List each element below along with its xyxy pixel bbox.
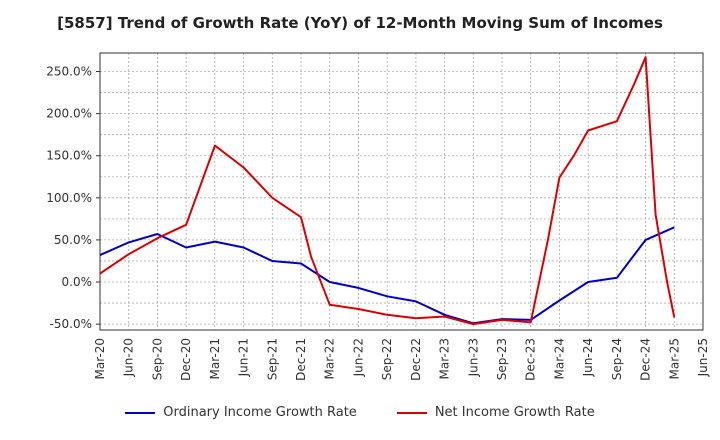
x-tick-label: Sep-22	[380, 338, 394, 380]
series-line-ordinary	[99, 226, 675, 325]
x-tick-label: Dec-22	[409, 338, 423, 381]
x-tick-label: Dec-21	[294, 338, 308, 381]
x-tick-label: Sep-23	[495, 338, 509, 380]
series-line-net	[99, 56, 676, 326]
legend-label-net: Net Income Growth Rate	[434, 405, 595, 420]
x-tick-label: Jun-24	[581, 338, 595, 377]
x-tick-label: Jun-25	[696, 338, 710, 377]
x-tick-label: Jun-23	[466, 338, 480, 377]
x-tick-label: Mar-25	[667, 338, 681, 379]
x-tick-label: Dec-23	[524, 338, 538, 381]
axes: Mar-20 Jun-20 Sep-20 Dec-20 Mar-21 Jun-21 Sep-…	[46, 52, 710, 381]
x-tick-label: Mar-22	[323, 338, 337, 379]
x-tick-label: Mar-23	[438, 338, 452, 379]
grid-lines	[99, 53, 704, 330]
legend-item-ordinary: Ordinary Income Growth Rate	[125, 405, 357, 420]
chart-title: [5857] Trend of Growth Rate (YoY) of 12-…	[57, 14, 663, 32]
x-tick-label: Jun-22	[351, 338, 365, 377]
legend-item-net: Net Income Growth Rate	[396, 405, 595, 420]
legend: Ordinary Income Growth Rate Net Income G…	[0, 405, 720, 420]
plot-frame	[99, 52, 704, 331]
x-tick-label: Mar-21	[208, 338, 222, 379]
legend-swatch-ordinary	[125, 411, 156, 414]
y-tick-label: 250.0%	[46, 65, 92, 79]
y-tick-label: 100.0%	[46, 191, 92, 205]
x-tick-label: Jun-21	[237, 338, 251, 377]
x-tick-label: Dec-20	[179, 338, 193, 381]
legend-label-ordinary: Ordinary Income Growth Rate	[163, 405, 357, 420]
y-tick-label: 50.0%	[54, 233, 92, 247]
x-tick-label: Mar-20	[93, 338, 107, 379]
x-tick-label: Mar-24	[552, 338, 566, 379]
y-tick-label: 150.0%	[46, 149, 92, 163]
y-tick-label: 0.0%	[62, 275, 93, 289]
x-tick-label: Sep-21	[265, 338, 279, 380]
x-tick-label: Dec-24	[639, 338, 653, 381]
legend-swatch-net	[396, 411, 427, 414]
plot-area	[100, 53, 703, 330]
y-tick-label: -50.0%	[50, 317, 92, 331]
x-tick-label: Jun-20	[122, 338, 136, 377]
y-tick-label: 200.0%	[46, 107, 92, 121]
series-lines	[99, 56, 676, 326]
x-tick-label: Sep-24	[610, 338, 624, 380]
x-tick-label: Sep-20	[150, 338, 164, 380]
